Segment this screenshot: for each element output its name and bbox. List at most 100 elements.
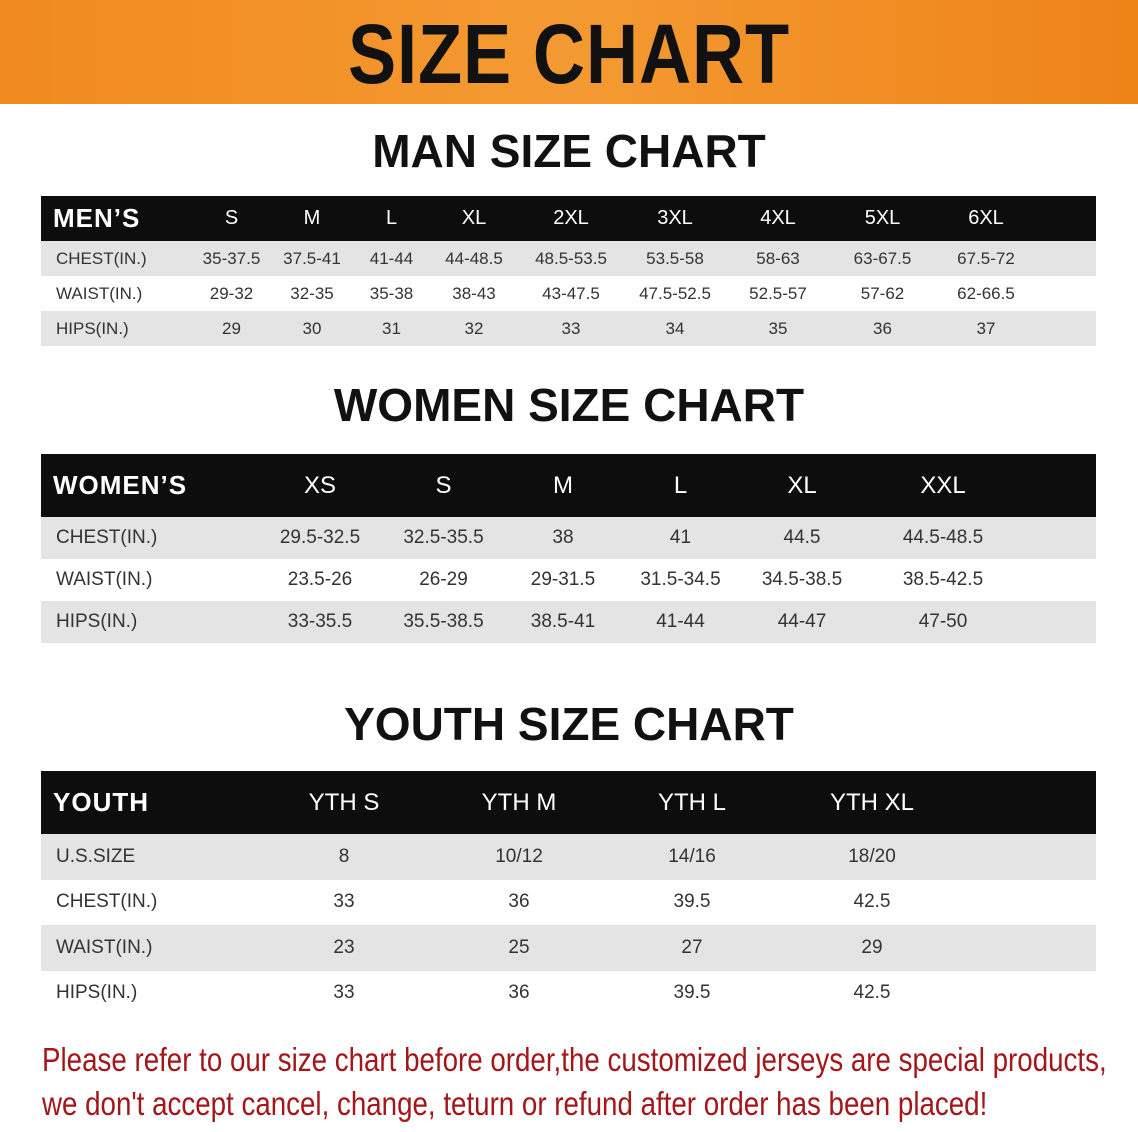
- header-row: MEN’S S M L XL 2XL 3XL 4XL 5XL 6XL: [41, 196, 1096, 241]
- table-cell: 42.5: [764, 970, 980, 1016]
- table-cell: 42.5: [764, 879, 980, 925]
- empty-cell: [1022, 601, 1096, 643]
- size-header: L: [352, 196, 431, 241]
- table-cell: 27: [620, 925, 764, 971]
- banner-title: SIZE CHART: [347, 7, 791, 101]
- size-header: YTH S: [270, 771, 418, 834]
- row-label: CHEST(IN.): [41, 517, 258, 559]
- table-cell: 41: [621, 517, 740, 559]
- row-label: WAIST(IN.): [41, 276, 191, 311]
- size-header: YTH M: [418, 771, 620, 834]
- table-cell: 35-37.5: [191, 241, 272, 276]
- table-row: HIPS(IN.) 33-35.5 35.5-38.5 38.5-41 41-44 44-…: [41, 601, 1096, 643]
- men-size-table: MEN’S S M L XL 2XL 3XL 4XL 5XL 6XL CHEST(IN.) 35-37…: [41, 196, 1096, 346]
- table-row: CHEST(IN.) 35-37.5 37.5-41 41-44 44-48.5 48.5…: [41, 241, 1096, 276]
- men-section-title: MAN SIZE CHART: [372, 125, 766, 177]
- youth-section-title: YOUTH SIZE CHART: [344, 698, 794, 750]
- table-cell: 32.5-35.5: [382, 517, 505, 559]
- table-cell: 33: [270, 879, 418, 925]
- table-header-label: WOMEN’S: [41, 454, 258, 517]
- size-header: 5XL: [831, 196, 934, 241]
- table-cell: 52.5-57: [725, 276, 831, 311]
- table-cell: 36: [418, 879, 620, 925]
- table-cell: 33: [517, 311, 625, 346]
- table-cell: 14/16: [620, 834, 764, 880]
- size-header: XS: [258, 454, 382, 517]
- row-label: U.S.SIZE: [41, 834, 270, 880]
- table-cell: 38.5-41: [505, 601, 621, 643]
- youth-size-table: YOUTH YTH S YTH M YTH L YTH XL U.S.SIZE 8 10/12…: [41, 771, 1096, 1016]
- table-cell: 33-35.5: [258, 601, 382, 643]
- table-cell: 30: [272, 311, 352, 346]
- size-header: XL: [431, 196, 517, 241]
- table-cell: 53.5-58: [625, 241, 725, 276]
- table-row: HIPS(IN.) 33 36 39.5 42.5: [41, 970, 1096, 1016]
- table-cell: 47.5-52.5: [625, 276, 725, 311]
- table-cell: 41-44: [621, 601, 740, 643]
- table-cell: 25: [418, 925, 620, 971]
- size-header: XXL: [864, 454, 1022, 517]
- row-label: CHEST(IN.): [41, 241, 191, 276]
- table-cell: 63-67.5: [831, 241, 934, 276]
- empty-cell: [1038, 311, 1096, 346]
- table-cell: 38-43: [431, 276, 517, 311]
- empty-cell: [980, 834, 1096, 880]
- table-cell: 35-38: [352, 276, 431, 311]
- banner: SIZE CHART: [0, 0, 1138, 104]
- table-cell: 35: [725, 311, 831, 346]
- table-cell: 37: [934, 311, 1038, 346]
- empty-header-cell: [980, 771, 1096, 834]
- order-notice: Please refer to our size chart before or…: [42, 1038, 1107, 1126]
- table-cell: 44-47: [740, 601, 864, 643]
- table-row: WAIST(IN.) 23 25 27 29: [41, 925, 1096, 971]
- size-header: 3XL: [625, 196, 725, 241]
- table-cell: 44-48.5: [431, 241, 517, 276]
- table-cell: 44.5-48.5: [864, 517, 1022, 559]
- row-label: HIPS(IN.): [41, 311, 191, 346]
- empty-cell: [980, 970, 1096, 1016]
- row-label: HIPS(IN.): [41, 970, 270, 1016]
- header-row: WOMEN’S XS S M L XL XXL: [41, 454, 1096, 517]
- row-label: HIPS(IN.): [41, 601, 258, 643]
- empty-header-cell: [1022, 454, 1096, 517]
- table-cell: 31: [352, 311, 431, 346]
- table-cell: 26-29: [382, 559, 505, 601]
- empty-cell: [1038, 241, 1096, 276]
- empty-cell: [1022, 517, 1096, 559]
- notice-line-1: Please refer to our size chart before or…: [42, 1041, 1107, 1078]
- table-cell: 33: [270, 970, 418, 1016]
- size-header: YTH XL: [764, 771, 980, 834]
- table-cell: 43-47.5: [517, 276, 625, 311]
- table-row: CHEST(IN.) 29.5-32.5 32.5-35.5 38 41 44.5 44.5…: [41, 517, 1096, 559]
- table-header-label: YOUTH: [41, 771, 270, 834]
- empty-header-cell: [1038, 196, 1096, 241]
- table-row: HIPS(IN.) 29 30 31 32 33 34 35 36 37: [41, 311, 1096, 346]
- table-cell: 23.5-26: [258, 559, 382, 601]
- empty-cell: [980, 925, 1096, 971]
- empty-cell: [980, 879, 1096, 925]
- women-section-title: WOMEN SIZE CHART: [333, 379, 805, 431]
- table-cell: 8: [270, 834, 418, 880]
- table-cell: 37.5-41: [272, 241, 352, 276]
- table-cell: 35.5-38.5: [382, 601, 505, 643]
- empty-cell: [1038, 276, 1096, 311]
- table-cell: 58-63: [725, 241, 831, 276]
- table-cell: 48.5-53.5: [517, 241, 625, 276]
- size-header: M: [505, 454, 621, 517]
- women-size-table: WOMEN’S XS S M L XL XXL CHEST(IN.) 29.5-32.5 32.5…: [41, 454, 1096, 643]
- table-cell: 32-35: [272, 276, 352, 311]
- empty-cell: [1022, 559, 1096, 601]
- table-cell: 36: [418, 970, 620, 1016]
- table-row: WAIST(IN.) 23.5-26 26-29 29-31.5 31.5-34.5 34…: [41, 559, 1096, 601]
- row-label: WAIST(IN.): [41, 925, 270, 971]
- table-cell: 18/20: [764, 834, 980, 880]
- table-cell: 41-44: [352, 241, 431, 276]
- table-cell: 47-50: [864, 601, 1022, 643]
- table-cell: 57-62: [831, 276, 934, 311]
- table-row: CHEST(IN.) 33 36 39.5 42.5: [41, 879, 1096, 925]
- table-cell: 67.5-72: [934, 241, 1038, 276]
- size-header: L: [621, 454, 740, 517]
- table-cell: 29: [764, 925, 980, 971]
- table-cell: 10/12: [418, 834, 620, 880]
- table-cell: 44.5: [740, 517, 864, 559]
